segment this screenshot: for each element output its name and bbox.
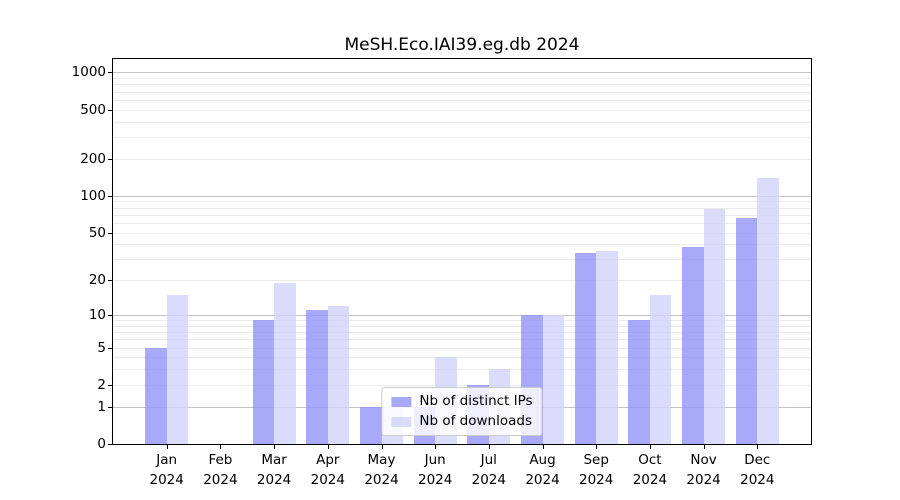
- legend-entry: Nb of downloads: [391, 414, 532, 429]
- x-tick: [274, 445, 276, 449]
- bar-distinct-ips: [574, 252, 597, 444]
- y-tick: [108, 109, 112, 111]
- bar-downloads: [274, 282, 296, 444]
- x-tick-label: Mar 2024: [256, 452, 292, 488]
- x-tick-label: Jul 2024: [471, 452, 506, 488]
- x-tick: [435, 445, 437, 449]
- x-tick-label: May 2024: [364, 452, 399, 488]
- bar-distinct-ips: [360, 406, 382, 444]
- bar-distinct-ips: [306, 310, 328, 444]
- minor-gridline: [113, 84, 811, 86]
- minor-gridline: [113, 369, 811, 371]
- x-tick: [596, 445, 598, 449]
- x-tick: [220, 445, 222, 449]
- chart-title: MeSH.Eco.IAI39.eg.db 2024: [344, 35, 580, 55]
- x-tick: [166, 445, 168, 449]
- y-tick: [108, 158, 112, 160]
- minor-gridline: [113, 137, 811, 138]
- minor-gridline: [113, 91, 811, 93]
- y-tick-label: 10: [88, 307, 106, 323]
- legend-entry: Nb of distinct IPs: [391, 393, 533, 409]
- minor-gridline: [113, 232, 811, 234]
- x-tick-label: Jan 2024: [149, 452, 184, 488]
- y-tick: [108, 280, 112, 282]
- legend-swatch-distinct-ips: [391, 396, 412, 407]
- minor-gridline: [113, 244, 811, 246]
- y-tick-label: 1: [97, 398, 106, 415]
- minor-gridline: [113, 78, 811, 80]
- bar-downloads: [542, 315, 564, 444]
- major-gridline: [113, 195, 811, 197]
- bar-distinct-ips: [628, 320, 650, 444]
- bar-downloads: [596, 251, 618, 444]
- bar-distinct-ips: [252, 320, 275, 444]
- minor-gridline: [113, 109, 811, 111]
- bar-downloads: [649, 294, 672, 444]
- minor-gridline: [113, 347, 811, 349]
- y-tick: [108, 195, 112, 197]
- minor-gridline: [113, 121, 811, 123]
- minor-gridline: [113, 259, 811, 261]
- y-tick-label: 50: [88, 224, 106, 241]
- legend-label: Nb of downloads: [419, 413, 532, 429]
- y-tick-label: 5: [97, 339, 106, 356]
- x-tick-label: Aug 2024: [525, 452, 560, 488]
- bar-distinct-ips: [145, 347, 167, 444]
- minor-gridline: [113, 201, 811, 203]
- minor-gridline: [113, 320, 811, 322]
- minor-gridline: [113, 357, 811, 359]
- bar-downloads: [703, 209, 726, 444]
- minor-gridline: [113, 214, 811, 216]
- y-tick: [108, 347, 112, 349]
- x-tick: [488, 445, 490, 449]
- minor-gridline: [113, 384, 811, 386]
- y-tick: [108, 72, 112, 74]
- y-tick-label: 20: [88, 272, 106, 289]
- minor-gridline: [113, 158, 811, 160]
- y-tick: [108, 232, 112, 234]
- major-gridline: [113, 72, 811, 74]
- x-tick-label: Feb 2024: [203, 452, 238, 488]
- legend-swatch-downloads: [391, 416, 412, 427]
- legend: Nb of distinct IPs Nb of downloads: [381, 387, 543, 436]
- minor-gridline: [113, 332, 811, 334]
- minor-gridline: [113, 222, 811, 224]
- y-tick: [108, 444, 112, 445]
- x-tick-label: Dec 2024: [740, 452, 775, 488]
- minor-gridline: [113, 325, 811, 327]
- x-tick: [703, 445, 705, 449]
- minor-gridline: [113, 99, 811, 101]
- y-tick: [108, 406, 112, 408]
- y-tick-label: 200: [80, 150, 106, 167]
- y-tick-label: 100: [80, 187, 106, 204]
- bar-downloads: [757, 177, 779, 444]
- x-tick: [757, 445, 759, 449]
- x-tick-label: Oct 2024: [632, 452, 668, 488]
- y-tick-label: 500: [80, 101, 106, 118]
- major-gridline: [113, 315, 811, 316]
- y-tick-label: 2: [97, 376, 106, 393]
- x-tick: [381, 445, 383, 449]
- x-tick: [649, 445, 651, 449]
- minor-gridline: [113, 207, 811, 209]
- x-tick: [327, 445, 329, 449]
- minor-gridline: [113, 280, 811, 282]
- x-tick-label: Jun 2024: [418, 452, 453, 488]
- x-tick-label: Sep 2024: [579, 452, 614, 488]
- minor-gridline: [113, 339, 811, 341]
- bar-distinct-ips: [682, 246, 704, 444]
- x-tick-label: Nov 2024: [686, 452, 721, 488]
- y-tick-label: 1000: [71, 64, 106, 81]
- bar-downloads: [166, 294, 189, 444]
- legend-label: Nb of distinct IPs: [419, 393, 533, 409]
- plot-area: Nb of distinct IPs Nb of downloads: [112, 58, 812, 445]
- bar-distinct-ips: [735, 217, 758, 444]
- y-tick: [108, 384, 112, 386]
- bar-downloads: [327, 306, 350, 444]
- y-tick-label: 0: [97, 436, 106, 452]
- x-tick-label: Apr 2024: [310, 452, 345, 488]
- y-tick: [108, 315, 112, 316]
- x-tick: [542, 445, 544, 449]
